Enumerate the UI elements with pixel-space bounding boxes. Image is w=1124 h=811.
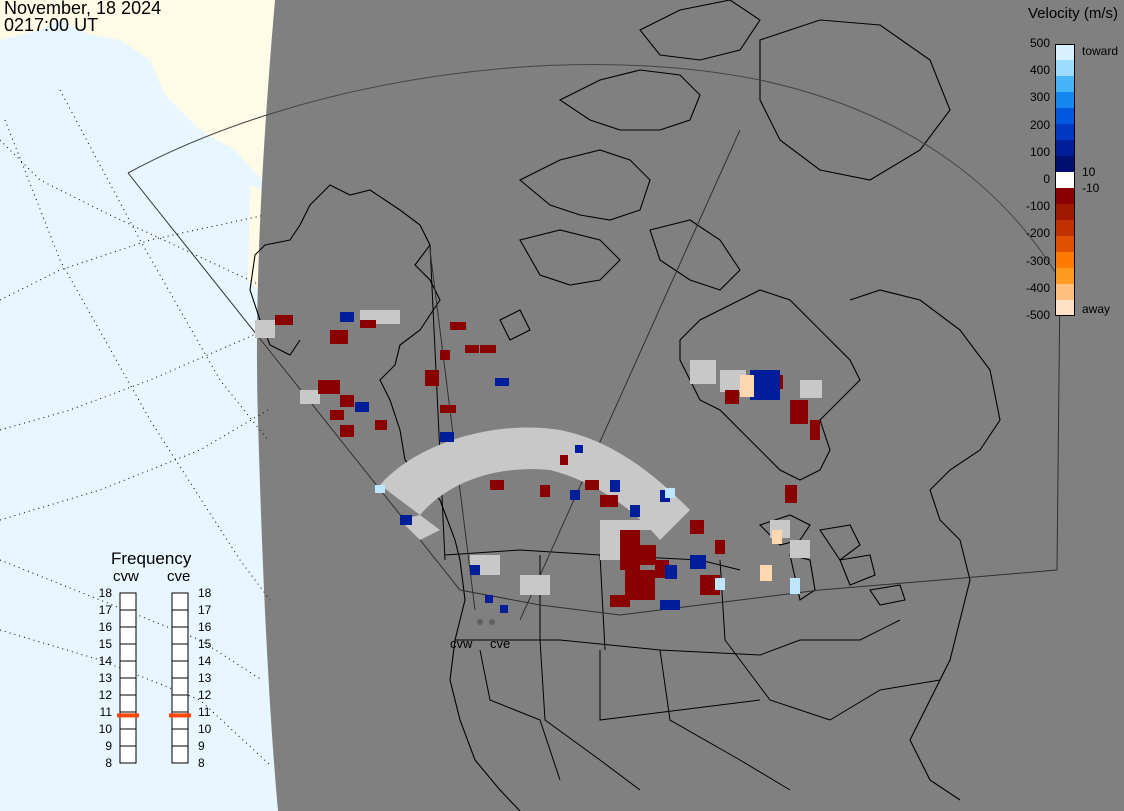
frequency-tick-label: 10 xyxy=(99,722,113,736)
colorbar-tick-label: 400 xyxy=(1029,63,1050,78)
colorbar-segment xyxy=(1055,172,1075,189)
frequency-marker xyxy=(117,713,139,718)
colorbar-segment xyxy=(1055,76,1075,93)
colorbar-tick-label: -500 xyxy=(1025,308,1050,322)
frequency-tick-label: 17 xyxy=(99,603,113,617)
frequency-tick-label: 12 xyxy=(198,688,212,702)
date-label: November, 18 2024 xyxy=(4,0,162,18)
frequency-tick-label: 9 xyxy=(105,739,112,753)
colorbar-segment xyxy=(1055,92,1075,109)
colorbar-segment xyxy=(1055,236,1075,253)
colorbar-tick-label: -300 xyxy=(1025,253,1050,268)
colorbar-title: Velocity (m/s) xyxy=(1027,5,1118,22)
frequency-tick-label: 18 xyxy=(99,586,113,600)
frequency-tick-label: 10 xyxy=(198,722,212,736)
frequency-tick-label: 16 xyxy=(99,620,113,634)
day-land xyxy=(248,185,262,290)
colorbar-segment xyxy=(1055,252,1075,269)
colorbar-segment xyxy=(1055,60,1075,77)
frequency-tick-label: 9 xyxy=(198,739,205,753)
colorbar-segment xyxy=(1055,108,1075,125)
colorbar-segment xyxy=(1055,300,1075,316)
frequency-column-cve: cve xyxy=(167,568,191,585)
colorbar-segment xyxy=(1055,188,1075,205)
frequency-tick-label: 13 xyxy=(99,671,113,685)
colorbar-tick-label: 500 xyxy=(1029,36,1050,50)
velocity-cells-light xyxy=(375,375,800,594)
frequency-tick-label: 14 xyxy=(99,654,113,668)
colorbar-tick-label: 200 xyxy=(1029,117,1050,132)
frequency-tick-label: 15 xyxy=(99,637,113,651)
frequency-marker xyxy=(169,713,191,718)
frequency-tick-label: 11 xyxy=(198,705,211,719)
frequency-tick-label: 14 xyxy=(198,654,212,668)
frequency-tick-label: 17 xyxy=(198,603,212,617)
colorbar-segment xyxy=(1055,220,1075,237)
frequency-tick-label: 8 xyxy=(198,756,205,770)
frequency-tick-label: 8 xyxy=(105,756,112,770)
frequency-tick-label: 15 xyxy=(198,637,212,651)
colorbar-label-plus10: 10 xyxy=(1082,165,1096,179)
frequency-tick-label: 11 xyxy=(100,705,113,719)
colorbar-segment xyxy=(1055,204,1075,221)
radar-label-cvw: cvw xyxy=(450,636,473,651)
colorbar-segment xyxy=(1055,156,1075,173)
colorbar-label-away: away xyxy=(1082,302,1111,316)
colorbar-segment xyxy=(1055,124,1075,141)
colorbar-tick-label: -400 xyxy=(1025,280,1050,295)
colorbar-tick-label: 0 xyxy=(1043,172,1050,186)
colorbar-tick-label: 300 xyxy=(1029,90,1050,105)
colorbar-segment xyxy=(1055,268,1075,285)
colorbar-segment xyxy=(1055,284,1075,301)
colorbar-segment xyxy=(1055,44,1075,61)
radar-site-cve xyxy=(489,619,495,625)
colorbar-label-toward: toward xyxy=(1082,44,1119,58)
frequency-column-cvw: cvw xyxy=(113,568,139,585)
velocity-colorbar xyxy=(1055,44,1075,316)
colorbar-tick-label: -100 xyxy=(1025,199,1050,214)
frequency-tick-label: 13 xyxy=(198,671,212,685)
frequency-title: Frequency xyxy=(111,549,192,568)
frequency-tick-label: 16 xyxy=(198,620,212,634)
frequency-tick-label: 18 xyxy=(198,586,212,600)
lat-lon-grid xyxy=(0,89,271,766)
colorbar-border xyxy=(1055,44,1075,316)
day-land xyxy=(0,0,275,180)
frequency-tick-label: 12 xyxy=(99,688,113,702)
colorbar-tick-label: 100 xyxy=(1029,144,1050,159)
radar-label-cve: cve xyxy=(490,636,511,651)
night-region xyxy=(256,0,1124,811)
frequency-scale: 18 18 17 17 16 16 15 15 14 14 13 13 12 12 11 11 10 10 9 9 8 8 xyxy=(99,586,212,770)
time-label: 0217:00 UT xyxy=(4,15,99,35)
radar-site-cvw xyxy=(477,619,483,625)
colorbar-segment xyxy=(1055,140,1075,157)
colorbar-tick-label: -200 xyxy=(1025,226,1050,241)
colorbar-label-minus10: -10 xyxy=(1082,181,1100,195)
